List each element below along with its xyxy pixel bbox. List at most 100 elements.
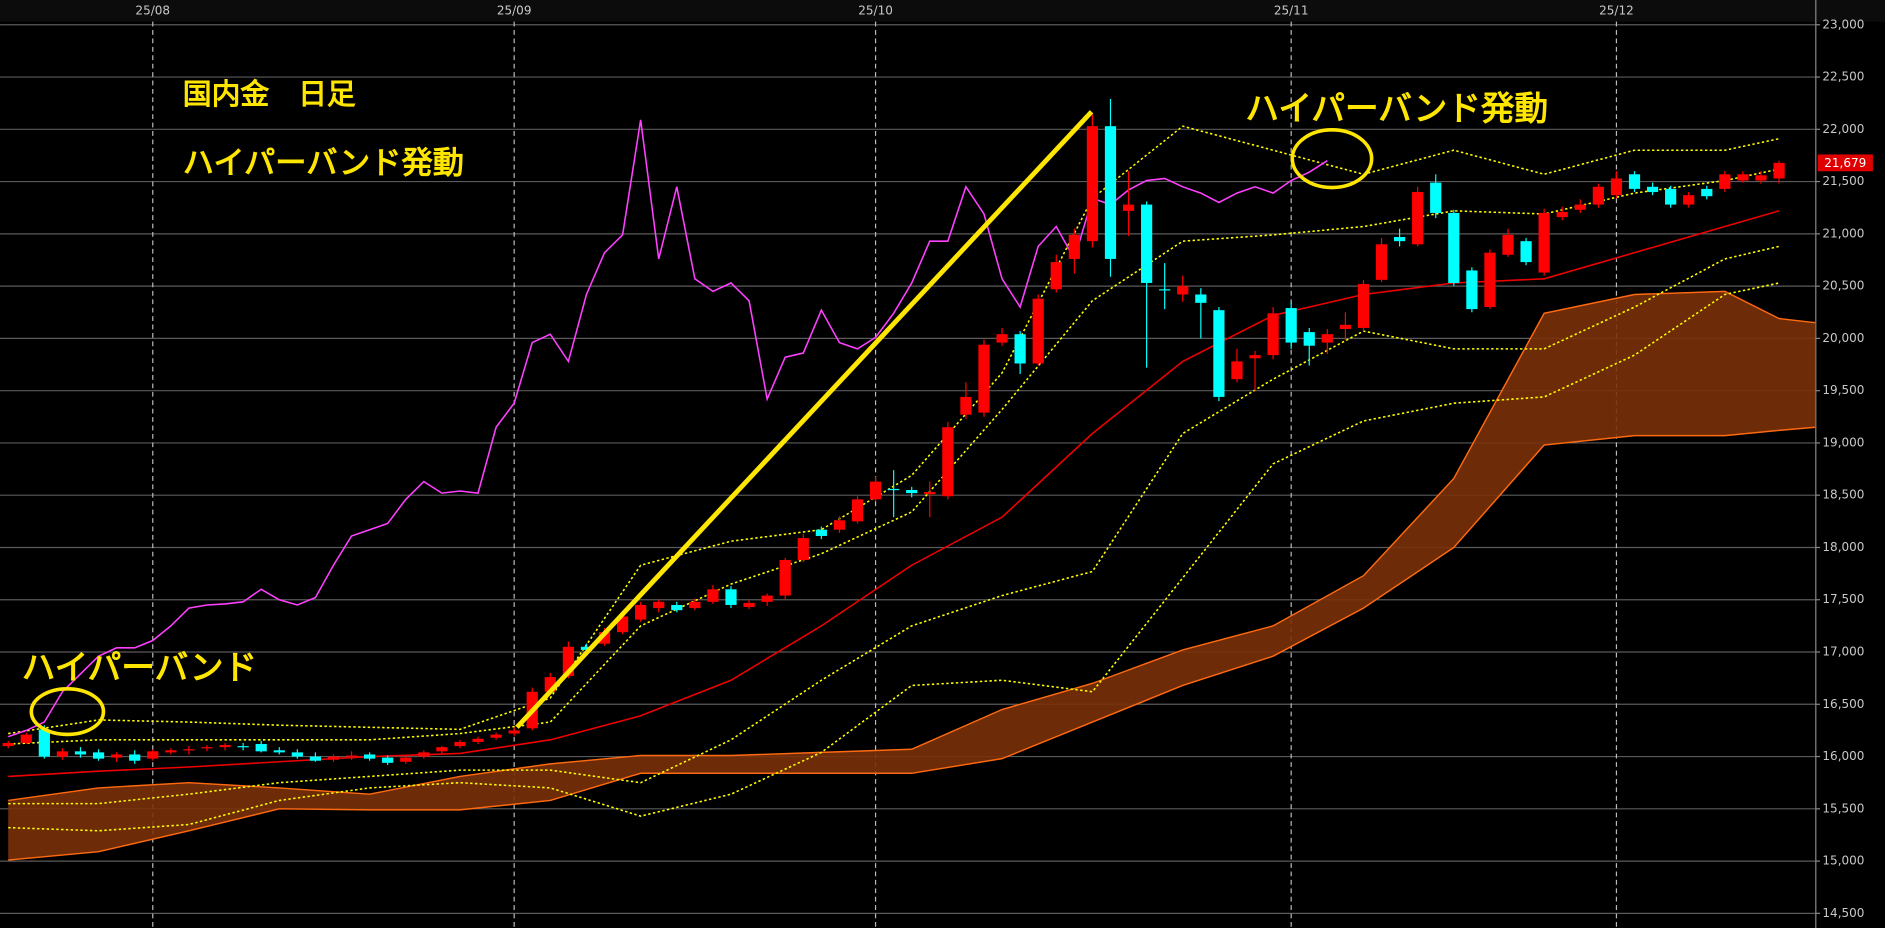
cloud-line [8,426,1816,861]
candle-body [833,520,846,530]
candle-body [942,427,954,497]
highlight-circle [29,686,106,737]
indicator-line [8,125,1780,735]
plot-area [2,98,1816,861]
trend-line [515,110,1094,729]
candle-body [1014,334,1026,364]
candle-body [671,604,683,611]
candle-body [1719,174,1731,189]
candle-body [1701,188,1713,197]
candle-body [508,730,520,734]
candle-body [1159,289,1171,291]
y-tick-label: 14,500 [1822,906,1864,920]
indicator-line [8,168,1780,745]
candle-body [1665,188,1677,205]
candle-body [400,757,412,762]
candle-body [472,738,484,742]
y-axis: 14,500 15,000 15,500 16,000 16,500 17,000 17,5… [135,3,1873,920]
candle-body [544,677,556,692]
candle-body [165,750,177,753]
y-tick-label: 15,500 [1822,801,1864,815]
candle-body [364,754,376,759]
candle-body [635,604,647,620]
candle-body [382,757,394,763]
y-tick-label: 18,500 [1822,488,1864,502]
candle-body [74,751,87,755]
y-tick-label: 20,500 [1822,279,1864,293]
candle-body [1285,308,1297,343]
indicator-line [8,282,1780,832]
candle-body [1375,244,1388,280]
candle-body [960,396,972,415]
annotation: ハイパーバンド発動 [183,146,464,182]
candle-body [1231,361,1243,380]
last-price-tag [1817,154,1873,172]
candle-body [418,752,430,757]
candle-body [436,747,448,752]
candle-body [978,344,990,413]
x-tick-label: 25/10 [858,3,893,17]
y-tick-label: 23,000 [1822,17,1864,31]
candle-body [725,589,737,605]
candle-body [111,754,123,758]
y-tick-label: 19,500 [1822,383,1864,397]
x-tick-label: 25/08 [135,3,170,17]
candle-body [1592,186,1604,205]
candle-body [1574,204,1586,210]
annotation: ハイパーバンド [22,648,257,687]
candle-body [1628,174,1641,189]
annotation: ハイパーバンド発動 [1245,89,1548,128]
candle-body [924,492,936,495]
candle-body [580,646,593,650]
candle-body [1430,182,1442,213]
candle-body [761,595,773,602]
candle-body [1538,212,1550,273]
y-tick-label: 18,000 [1822,540,1864,554]
candle-body [598,632,611,644]
candle-body [56,751,69,757]
candle-body [888,488,900,491]
candle-body [1773,162,1785,179]
y-tick-label: 19,000 [1822,435,1864,449]
y-tick-label: 15,000 [1822,854,1864,868]
candle-body [1610,178,1623,196]
candle-body [707,589,719,602]
candle-body [38,729,50,757]
candle-body [797,538,809,561]
candle-body [1141,204,1153,283]
candle-body [1466,270,1478,310]
candle-body [1177,286,1189,295]
candle-body [1393,236,1406,242]
candle-body [779,560,791,596]
candle-body [1357,284,1370,328]
x-tick-label: 25/09 [497,3,532,17]
date-header [0,0,1885,22]
candle-body [345,755,358,757]
y-tick-label: 16,500 [1822,697,1864,711]
candle-body [1502,234,1514,255]
candle-body [255,744,267,752]
candle-body [327,756,340,760]
candle-body [1448,212,1460,283]
candle-body [1032,298,1044,364]
candle-body [1556,211,1568,218]
candle-body [1249,355,1261,359]
candle-body [20,734,32,743]
candle-body [309,756,321,761]
y-tick-label: 21,000 [1822,226,1864,240]
candle-body [237,746,249,748]
candle-body [1737,174,1749,181]
indicator-line [8,210,1780,778]
candle-body [1755,175,1767,181]
chart-title: 国内金 日足 [183,77,356,111]
y-tick-label: 16,000 [1822,749,1864,763]
candle-body [1303,332,1315,346]
candle-body [490,734,502,738]
candle-body [869,481,882,500]
candle-body [1267,313,1279,356]
y-tick-label: 21,500 [1822,174,1864,188]
candle-body [616,616,629,633]
candle-body [454,741,466,747]
candle-body [689,601,701,609]
